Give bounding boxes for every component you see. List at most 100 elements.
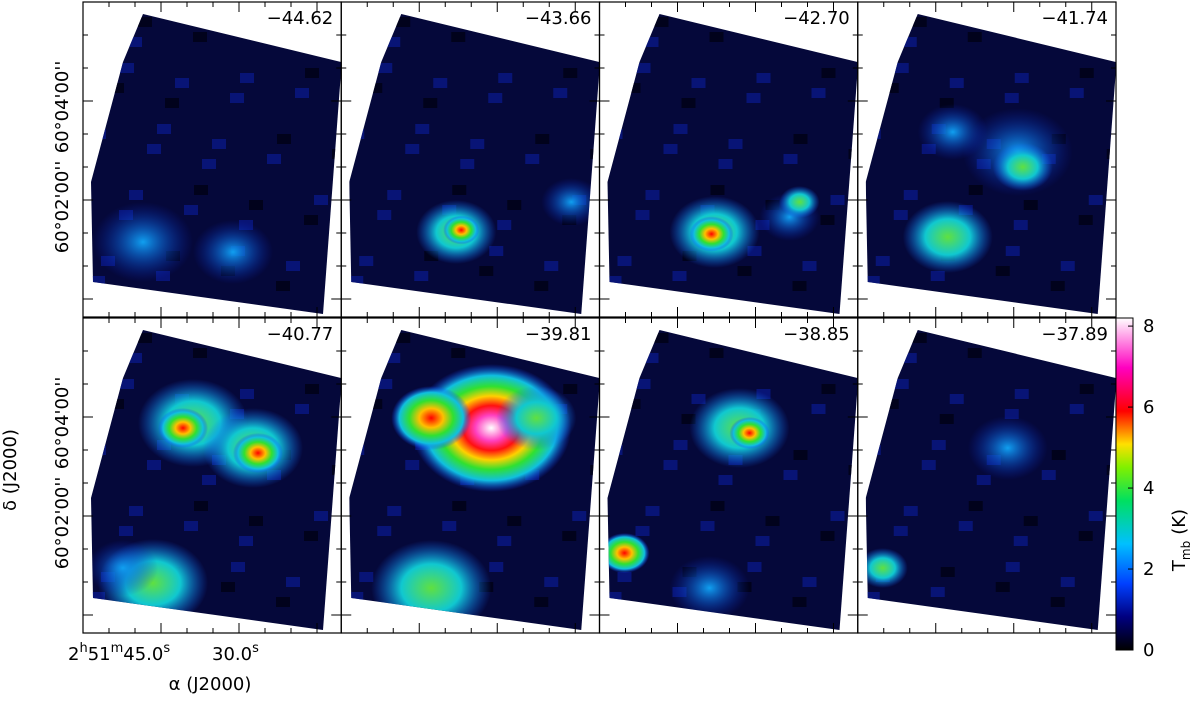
x-axis-label: α (J2000) <box>169 674 252 695</box>
noise <box>110 399 124 409</box>
label-unit: (K) <box>1169 509 1190 535</box>
noise <box>461 14 476 22</box>
noise <box>821 68 836 78</box>
noise <box>663 144 678 154</box>
noise <box>479 266 494 276</box>
noise <box>83 318 97 328</box>
noise <box>488 93 503 103</box>
emission <box>443 215 480 245</box>
noise <box>415 124 430 134</box>
noise <box>1079 68 1094 78</box>
noise <box>535 134 550 144</box>
emission <box>967 416 1048 480</box>
velocity-label: −39.81 <box>525 324 592 345</box>
tick-unit: s <box>163 641 170 656</box>
noise <box>314 511 328 521</box>
noise <box>811 404 826 414</box>
noise <box>930 587 945 597</box>
noise <box>875 256 890 266</box>
label-symbol: T <box>1169 559 1190 572</box>
noise <box>673 440 688 450</box>
noise <box>461 330 476 338</box>
noise <box>377 210 392 220</box>
noise <box>91 592 105 602</box>
y-tick-label: 60°02'00'' <box>52 161 73 254</box>
noise <box>221 582 235 592</box>
noise <box>295 88 309 98</box>
emission <box>865 548 908 588</box>
noise <box>377 526 392 536</box>
noise <box>1060 261 1075 271</box>
noise <box>175 78 189 88</box>
noise <box>921 460 936 470</box>
noise <box>147 144 161 154</box>
colorbar-tick-label: 4 <box>1143 478 1154 499</box>
map-image <box>349 330 600 630</box>
map-image <box>91 14 341 314</box>
noise <box>202 475 216 485</box>
tick-number: 45.0 <box>123 644 163 665</box>
noise <box>866 129 881 139</box>
tick-number: 51 <box>88 644 111 665</box>
noise <box>967 348 982 358</box>
noise <box>460 159 475 169</box>
colorbar-tick-label: 8 <box>1143 316 1154 337</box>
noise <box>332 465 341 475</box>
noise <box>396 333 411 343</box>
noise <box>792 281 807 291</box>
noise <box>423 98 438 108</box>
noise <box>387 506 402 516</box>
map-image <box>83 318 341 630</box>
noise <box>193 348 207 358</box>
tick-number: 2 <box>68 644 79 665</box>
noise <box>387 190 402 200</box>
channel-map: −40.77 <box>82 317 342 634</box>
noise <box>1088 195 1103 205</box>
channel-map: −42.70 <box>598 1 859 318</box>
noise <box>240 73 254 83</box>
noise <box>673 124 688 134</box>
noise <box>765 516 780 526</box>
noise <box>783 470 798 480</box>
noise <box>286 261 300 271</box>
noise <box>894 63 909 73</box>
colorbar-tick-label: 0 <box>1143 640 1154 661</box>
noise <box>635 526 650 536</box>
noise <box>1013 220 1028 230</box>
noise <box>718 475 733 485</box>
noise <box>756 73 771 83</box>
noise <box>119 526 133 536</box>
noise <box>91 276 105 286</box>
noise <box>865 592 880 602</box>
noise <box>626 399 641 409</box>
noise <box>681 414 696 424</box>
noise <box>368 399 383 409</box>
noise <box>314 195 328 205</box>
noise <box>92 445 106 455</box>
noise <box>249 516 263 526</box>
colorbar-label: Tmb (K) <box>1169 509 1193 572</box>
noise <box>451 32 466 42</box>
noise <box>884 83 899 93</box>
channel-map: −37.89 <box>857 317 1117 634</box>
noise <box>386 37 401 47</box>
noise <box>544 577 559 587</box>
emission <box>669 556 750 620</box>
noise <box>802 261 817 271</box>
noise <box>489 246 504 256</box>
noise <box>489 562 504 572</box>
noise <box>940 567 955 577</box>
channel-map: −39.81 <box>340 317 601 634</box>
noise <box>645 506 660 516</box>
noise <box>635 210 650 220</box>
noise <box>525 154 540 164</box>
y-tick-label: 60°04'00'' <box>52 61 73 154</box>
noise <box>958 521 973 531</box>
noise <box>452 185 467 195</box>
noise <box>728 139 743 149</box>
noise <box>1014 73 1029 83</box>
y-tick-label: 60°02'00'' <box>52 477 73 570</box>
noise <box>746 93 761 103</box>
channel-map: −38.85 <box>598 317 859 634</box>
noise <box>636 379 651 389</box>
